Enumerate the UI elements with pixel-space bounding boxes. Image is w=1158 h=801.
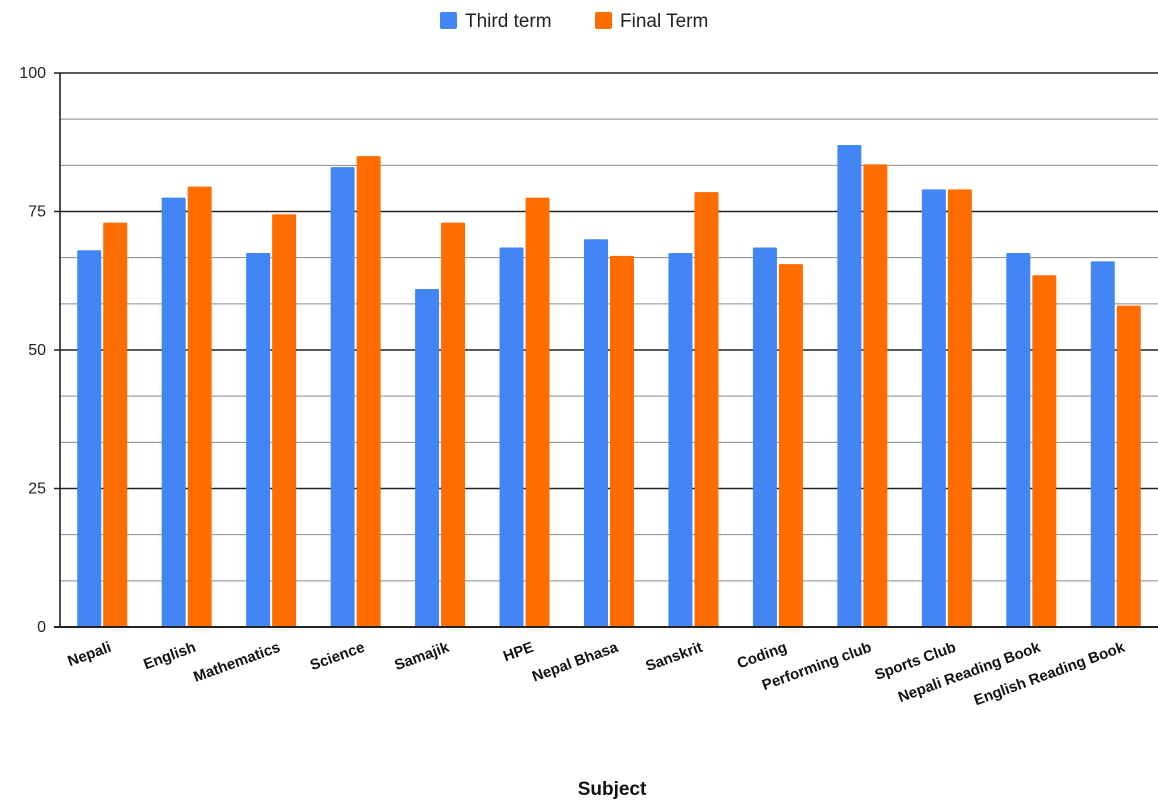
bar bbox=[161, 197, 186, 627]
x-tick-label: Nepali Reading Book bbox=[896, 639, 1043, 707]
legend-swatch bbox=[440, 12, 457, 29]
bar bbox=[668, 253, 693, 628]
bar bbox=[187, 186, 212, 627]
bar bbox=[947, 189, 972, 627]
x-tick-label: English bbox=[141, 639, 198, 674]
bar bbox=[525, 197, 550, 627]
bar bbox=[584, 239, 608, 627]
x-tick-label: Nepali bbox=[65, 639, 113, 670]
bars bbox=[77, 145, 1141, 628]
axes bbox=[54, 73, 1158, 628]
y-tick-label: 0 bbox=[37, 619, 46, 636]
x-tick-label: Science bbox=[308, 639, 367, 674]
bar bbox=[356, 156, 381, 627]
x-tick-label: Nepal Bhasa bbox=[530, 639, 621, 686]
bar bbox=[1116, 305, 1141, 627]
bar bbox=[863, 164, 888, 627]
bar bbox=[752, 247, 777, 627]
x-tick-label: Sanskrit bbox=[643, 639, 704, 675]
legend-label: Third term bbox=[465, 11, 552, 32]
bar bbox=[77, 250, 102, 627]
y-tick-label: 50 bbox=[28, 342, 46, 359]
bar bbox=[330, 167, 355, 627]
bar bbox=[610, 255, 634, 627]
legend: Third term Final Term bbox=[440, 11, 708, 32]
x-tick-label: Samajik bbox=[392, 639, 452, 675]
x-tick-label: Mathematics bbox=[191, 639, 282, 686]
bar bbox=[1090, 261, 1115, 627]
x-axis-title: Subject bbox=[578, 779, 647, 800]
legend-swatch bbox=[595, 12, 612, 29]
bar bbox=[1006, 253, 1031, 628]
x-tick-label: English Reading Book bbox=[972, 639, 1128, 710]
bar bbox=[921, 189, 946, 627]
bar bbox=[1032, 275, 1057, 627]
bar bbox=[441, 222, 466, 627]
legend-label: Final Term bbox=[620, 11, 708, 32]
bar bbox=[272, 214, 297, 627]
y-tick-label: 75 bbox=[28, 204, 46, 221]
bar bbox=[837, 145, 862, 627]
bar bbox=[694, 192, 719, 628]
y-tick-label: 100 bbox=[19, 65, 46, 82]
bar bbox=[415, 289, 440, 627]
x-tick-label: HPE bbox=[501, 639, 536, 666]
bar bbox=[246, 253, 271, 628]
bar bbox=[499, 247, 524, 627]
y-tick-label: 25 bbox=[28, 481, 46, 498]
bar bbox=[103, 222, 128, 627]
x-tick-label: Coding bbox=[735, 639, 789, 673]
bar bbox=[778, 264, 803, 627]
y-axis-ticks: 0 25 50 75 100 bbox=[19, 65, 46, 636]
